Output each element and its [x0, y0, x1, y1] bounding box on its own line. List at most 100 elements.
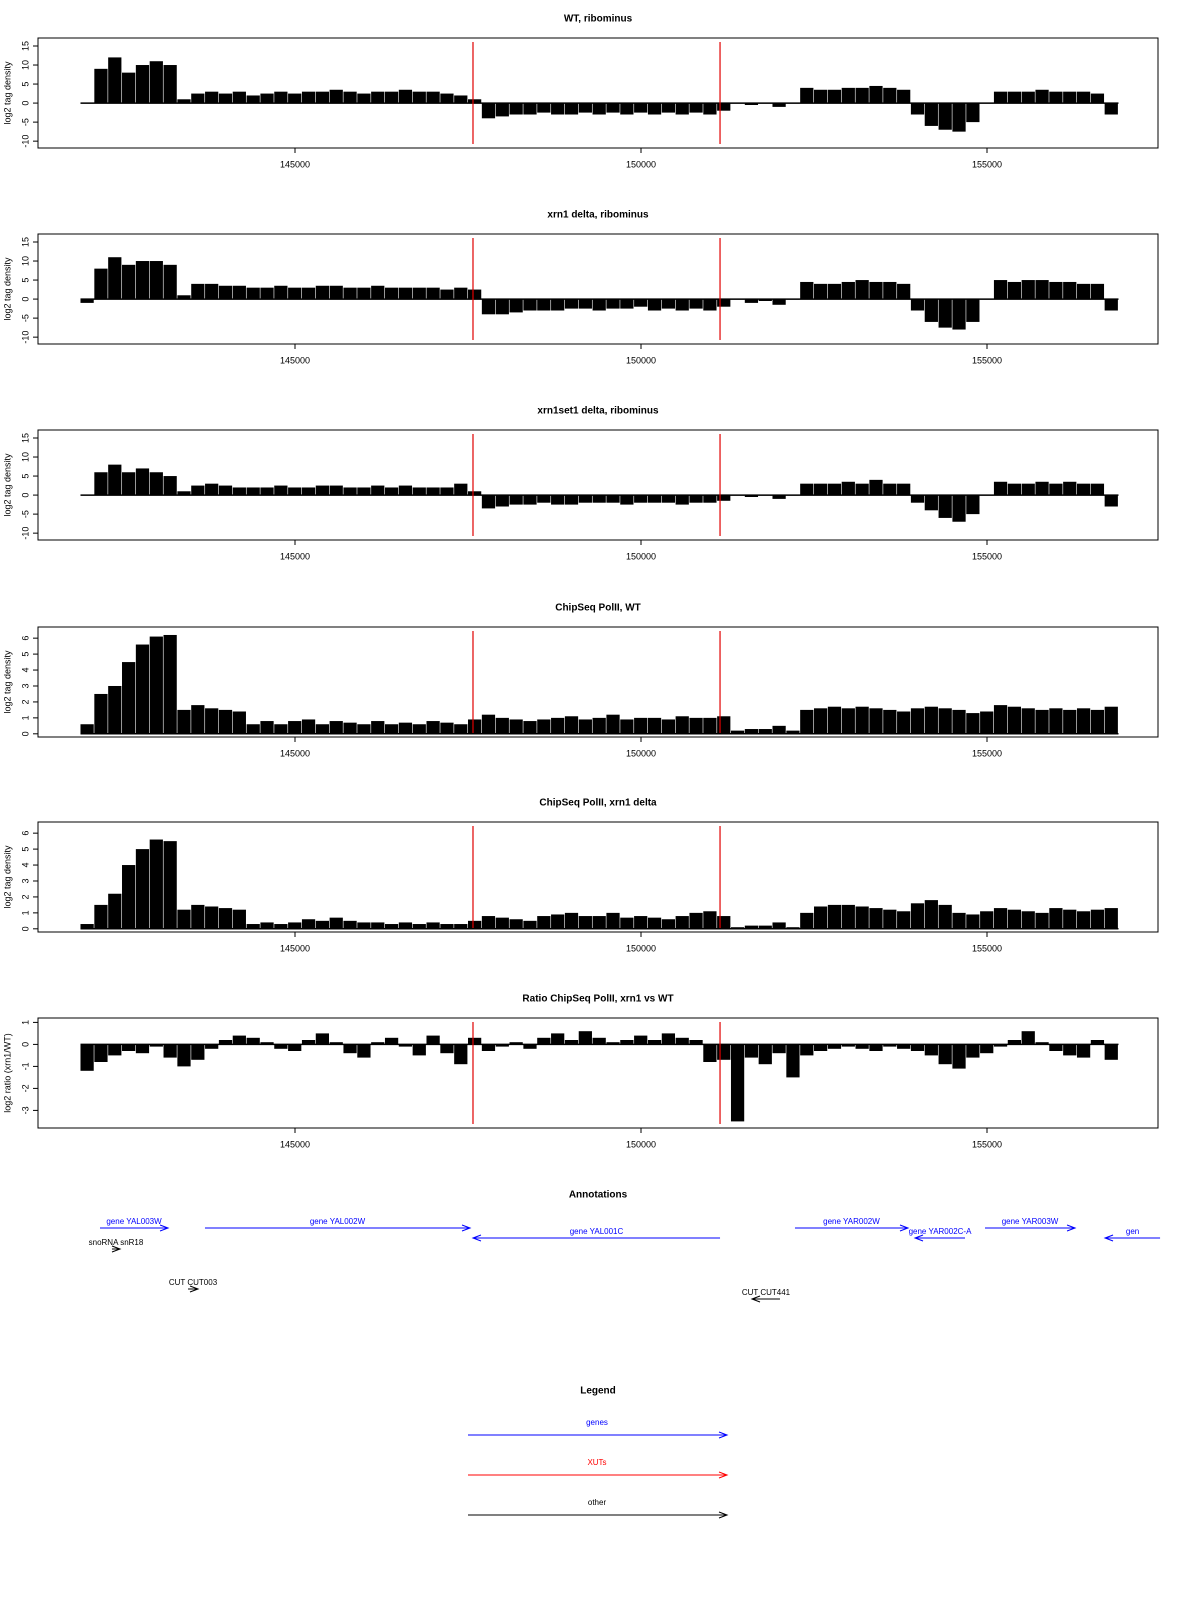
- bar: [246, 1037, 260, 1045]
- bar: [772, 922, 786, 929]
- bar: [537, 916, 551, 929]
- bar: [1007, 1040, 1022, 1045]
- bar: [717, 495, 731, 501]
- bar: [675, 716, 689, 734]
- y-tick-label: -2: [20, 1084, 30, 1092]
- bar: [883, 1044, 897, 1047]
- bar: [509, 299, 523, 313]
- bar: [827, 706, 842, 734]
- feature-arrow: [985, 1224, 1077, 1232]
- bar: [94, 904, 108, 929]
- bar: [274, 285, 288, 300]
- bar: [717, 1044, 731, 1060]
- bar: [232, 285, 246, 300]
- bar: [551, 103, 565, 115]
- feature-label: gene YAR002W: [823, 1217, 880, 1226]
- bar: [647, 299, 662, 311]
- bar: [855, 280, 869, 300]
- bar: [620, 719, 634, 734]
- feature-label: snoRNA snR18: [89, 1238, 144, 1247]
- bar: [606, 495, 620, 503]
- bar: [827, 904, 842, 929]
- bar: [814, 483, 828, 496]
- bar: [274, 724, 288, 734]
- y-tick-label: -10: [20, 331, 30, 344]
- bar: [177, 99, 191, 104]
- bar: [1007, 91, 1022, 104]
- bar: [1063, 1044, 1077, 1056]
- bar: [647, 717, 662, 734]
- bar: [564, 103, 579, 115]
- bar: [564, 299, 579, 309]
- bar: [371, 485, 385, 496]
- bar: [301, 287, 316, 300]
- bar: [398, 89, 413, 104]
- bar: [260, 721, 274, 734]
- plot-frame: [37, 626, 1159, 738]
- bar: [869, 1044, 883, 1051]
- bar: [689, 103, 703, 113]
- bar: [260, 922, 274, 929]
- bar: [966, 103, 980, 123]
- bar: [232, 91, 246, 104]
- feature-label: gene YAR003W: [1002, 1217, 1059, 1226]
- bar: [1076, 91, 1091, 104]
- bar: [855, 706, 869, 734]
- bar: [869, 479, 883, 496]
- bar: [938, 495, 952, 518]
- bar: [966, 299, 980, 322]
- bar: [371, 1042, 385, 1045]
- bar: [897, 1044, 911, 1049]
- bar: [135, 1044, 150, 1054]
- bar: [523, 721, 537, 734]
- bar: [384, 91, 399, 104]
- bar: [301, 487, 316, 496]
- bar: [634, 299, 648, 307]
- bar: [606, 1042, 620, 1045]
- bar: [1076, 708, 1091, 734]
- bar: [551, 914, 565, 929]
- bar: [855, 87, 869, 104]
- y-tick-label: 5: [20, 82, 30, 87]
- bar: [426, 287, 440, 300]
- bar: [481, 299, 496, 315]
- bar: [634, 495, 648, 503]
- y-axis-label: log2 tag density: [2, 845, 12, 909]
- bar: [315, 724, 330, 734]
- y-tick-label: -1: [20, 1062, 30, 1070]
- bar: [910, 1044, 925, 1051]
- bar: [218, 285, 233, 300]
- bar: [1104, 908, 1118, 929]
- bar: [495, 103, 509, 117]
- bar: [163, 65, 177, 104]
- bar: [1035, 709, 1049, 734]
- bar: [412, 91, 426, 104]
- x-tick-label: 155000: [972, 159, 1002, 169]
- bar: [786, 730, 800, 734]
- y-tick-label: 10: [20, 256, 30, 266]
- bar: [1076, 911, 1091, 929]
- bar: [564, 716, 579, 734]
- bar: [481, 1044, 496, 1051]
- bar: [1021, 708, 1035, 734]
- bar: [495, 917, 509, 929]
- bar: [661, 1033, 676, 1045]
- feature-arrow: [750, 1295, 780, 1303]
- y-tick-label: 6: [20, 636, 30, 641]
- bar: [495, 495, 509, 507]
- bar: [232, 487, 246, 496]
- bar: [883, 87, 897, 104]
- bar: [205, 483, 219, 496]
- bar: [758, 925, 772, 929]
- feature-label: CUT CUT003: [169, 1278, 218, 1287]
- bar: [661, 299, 676, 309]
- bar: [94, 472, 108, 496]
- bar: [772, 725, 786, 734]
- x-tick-label: 150000: [626, 355, 656, 365]
- bar: [384, 487, 399, 496]
- bar: [288, 487, 302, 496]
- bar: [301, 91, 316, 104]
- bar: [398, 922, 413, 929]
- bar: [689, 495, 703, 503]
- bar: [855, 483, 869, 496]
